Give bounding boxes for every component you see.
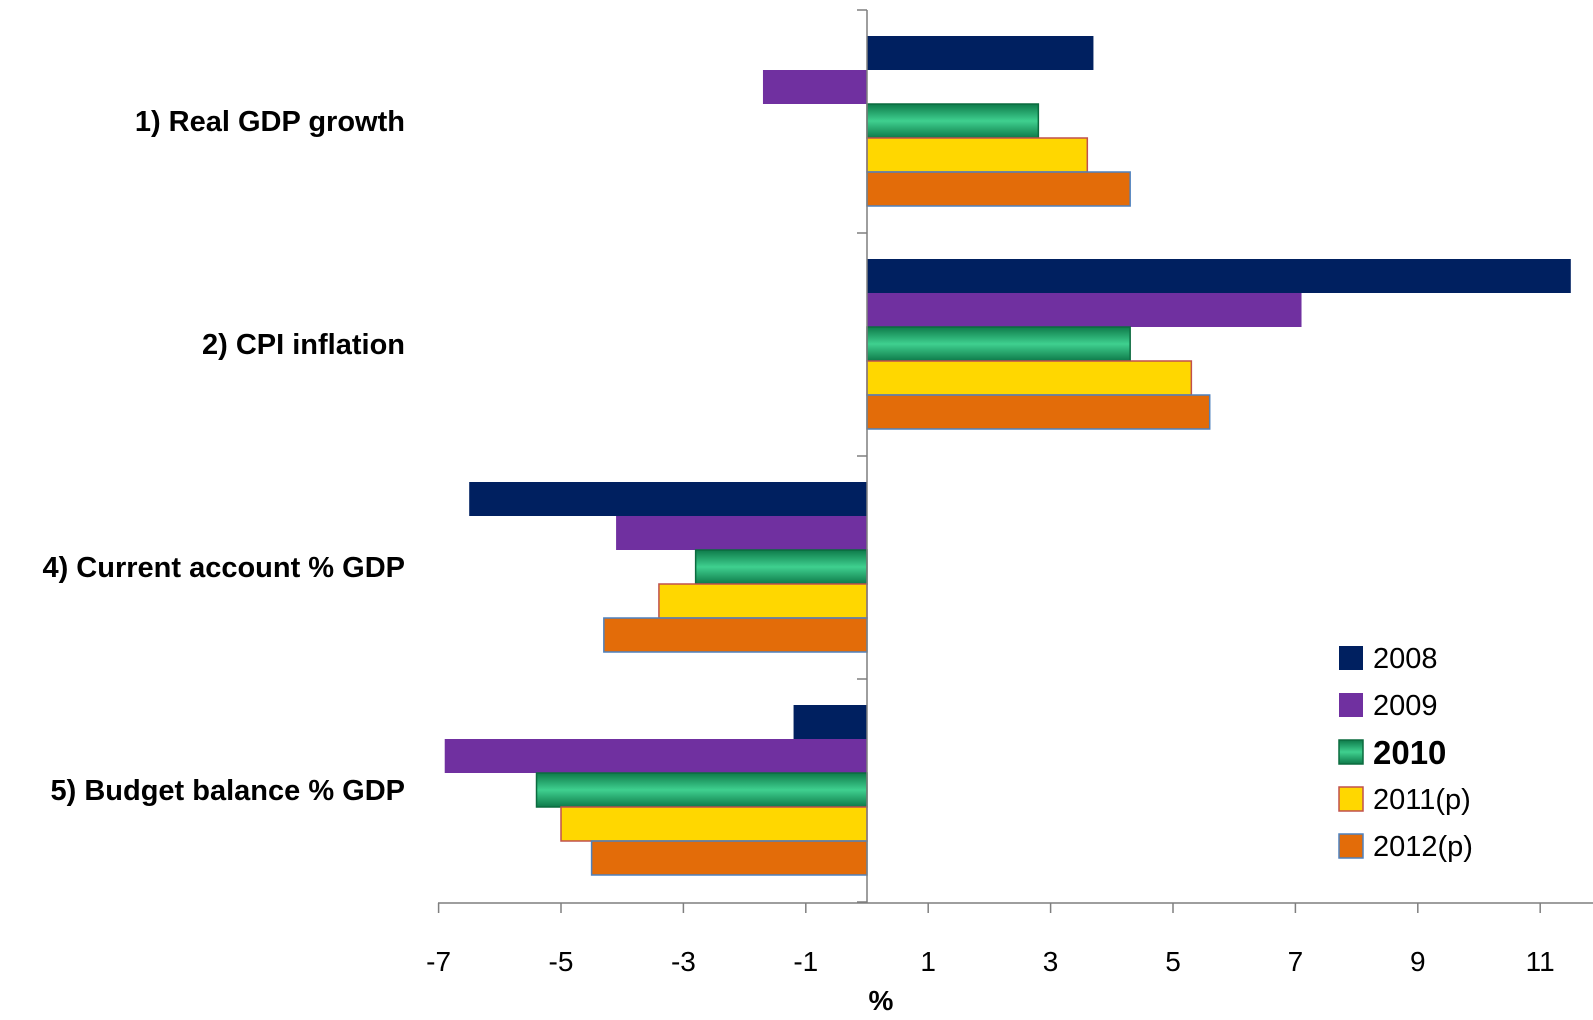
bar-2009-cat-4 bbox=[444, 739, 867, 773]
bar-2008-cat-3 bbox=[469, 482, 867, 516]
legend-swatch-2009 bbox=[1339, 693, 1363, 717]
bar-2012p-cat-1 bbox=[866, 171, 1131, 207]
category-label: 2) CPI inflation bbox=[202, 329, 405, 361]
bar-2011p-cat-4 bbox=[560, 806, 868, 842]
x-tick-label: 11 bbox=[1526, 946, 1555, 977]
legend-label-2009: 2009 bbox=[1373, 690, 1438, 722]
bar-2010-cat-2 bbox=[866, 326, 1131, 362]
x-tick-label: 3 bbox=[1043, 946, 1059, 977]
bar-2008-cat-2 bbox=[867, 259, 1571, 293]
legend-label-2011p: 2011(p) bbox=[1373, 784, 1471, 816]
bars-group bbox=[444, 36, 1571, 876]
category-label: 1) Real GDP growth bbox=[135, 106, 405, 138]
bar-2012p-cat-4 bbox=[590, 840, 868, 876]
bar-2011p-cat-2 bbox=[866, 360, 1193, 396]
bar-2012p-cat-2 bbox=[866, 394, 1211, 430]
axes-group: -7 -5 -3 -1 1 3 5 7 9 11% bbox=[426, 9, 1593, 1016]
legend-label-2008: 2008 bbox=[1373, 643, 1438, 675]
bar-2009-cat-1 bbox=[762, 70, 867, 104]
category-label: 5) Budget balance % GDP bbox=[50, 775, 405, 807]
x-tick-label: -3 bbox=[671, 946, 696, 977]
bar-2010-cat-1 bbox=[866, 103, 1040, 139]
bar-2012p-cat-3 bbox=[603, 617, 868, 653]
bar-2009-cat-3 bbox=[616, 516, 867, 550]
legend: 2008 2009 2010 2011(p) 2012(p) bbox=[1338, 643, 1473, 863]
bar-2008-cat-1 bbox=[867, 36, 1094, 70]
bar-2009-cat-2 bbox=[867, 293, 1302, 327]
legend-swatch-2008 bbox=[1339, 646, 1363, 670]
x-tick-label: 5 bbox=[1165, 946, 1181, 977]
bar-2011p-cat-3 bbox=[658, 583, 868, 619]
legend-label-2012p: 2012(p) bbox=[1373, 831, 1473, 863]
x-tick-label: -7 bbox=[426, 946, 451, 977]
legend-swatch-2010 bbox=[1338, 739, 1364, 765]
legend-label-2010: 2010 bbox=[1373, 734, 1446, 771]
legend-swatch-2011p bbox=[1338, 786, 1364, 812]
x-tick-label: -1 bbox=[793, 946, 818, 977]
x-tick-label: -5 bbox=[549, 946, 574, 977]
bar-2010-cat-4 bbox=[535, 772, 868, 808]
bar-2010-cat-3 bbox=[694, 549, 868, 585]
x-tick-label: 9 bbox=[1410, 946, 1426, 977]
labels-group: 1) Real GDP growth 2) CPI inflation 4) Cur… bbox=[42, 106, 405, 807]
x-axis-title: % bbox=[869, 985, 894, 1016]
legend-swatch-2012p bbox=[1338, 833, 1364, 859]
x-tick-label: 7 bbox=[1288, 946, 1304, 977]
bar-2008-cat-4 bbox=[793, 705, 867, 739]
bar-2011p-cat-1 bbox=[866, 137, 1089, 173]
x-tick-label: 1 bbox=[920, 946, 936, 977]
category-label: 4) Current account % GDP bbox=[42, 552, 405, 584]
